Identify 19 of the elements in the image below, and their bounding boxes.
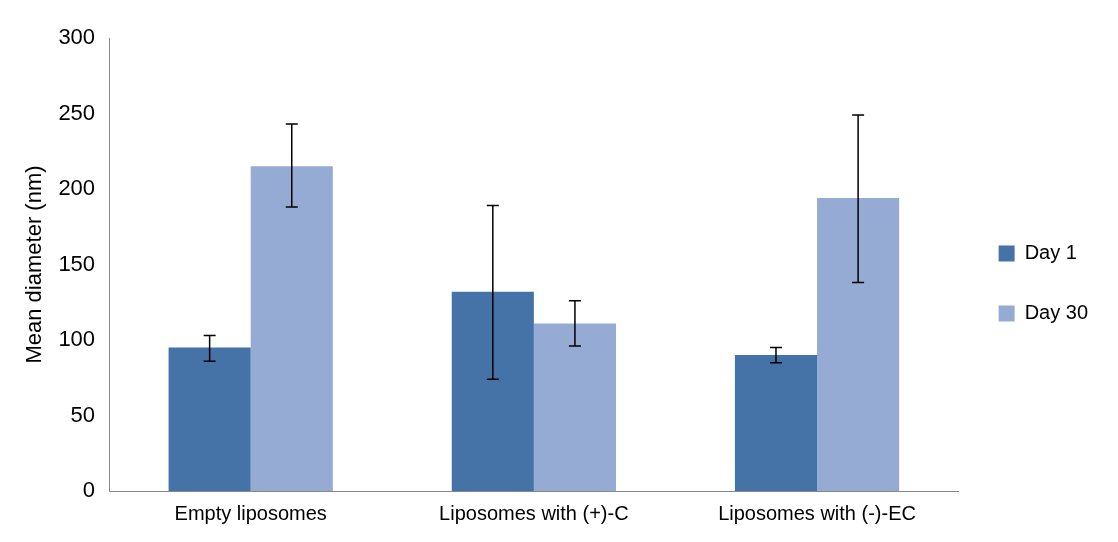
y-tick-label: 50 [70, 401, 96, 427]
bar [817, 198, 900, 491]
bar [451, 291, 534, 491]
bar [734, 355, 818, 491]
bar [533, 323, 616, 491]
y-tick-label: 300 [58, 24, 96, 50]
bar [168, 347, 251, 491]
y-tick-label: 100 [58, 326, 96, 352]
y-tick-label: 0 [82, 477, 96, 503]
y-tick-label: 250 [58, 99, 96, 125]
x-tick-label: Empty liposomes [174, 501, 327, 524]
legend-label: Day 1 [1024, 241, 1077, 264]
x-tick-label: Liposomes with (+)-C [439, 501, 629, 524]
y-tick-label: 200 [58, 175, 96, 201]
x-tick-label: Liposomes with (-)-EC [718, 501, 916, 524]
bar [250, 166, 333, 491]
legend-label: Day 30 [1024, 301, 1089, 324]
y-axis-title: Mean diameter (nm) [21, 165, 47, 364]
y-tick-label: 150 [58, 250, 96, 276]
